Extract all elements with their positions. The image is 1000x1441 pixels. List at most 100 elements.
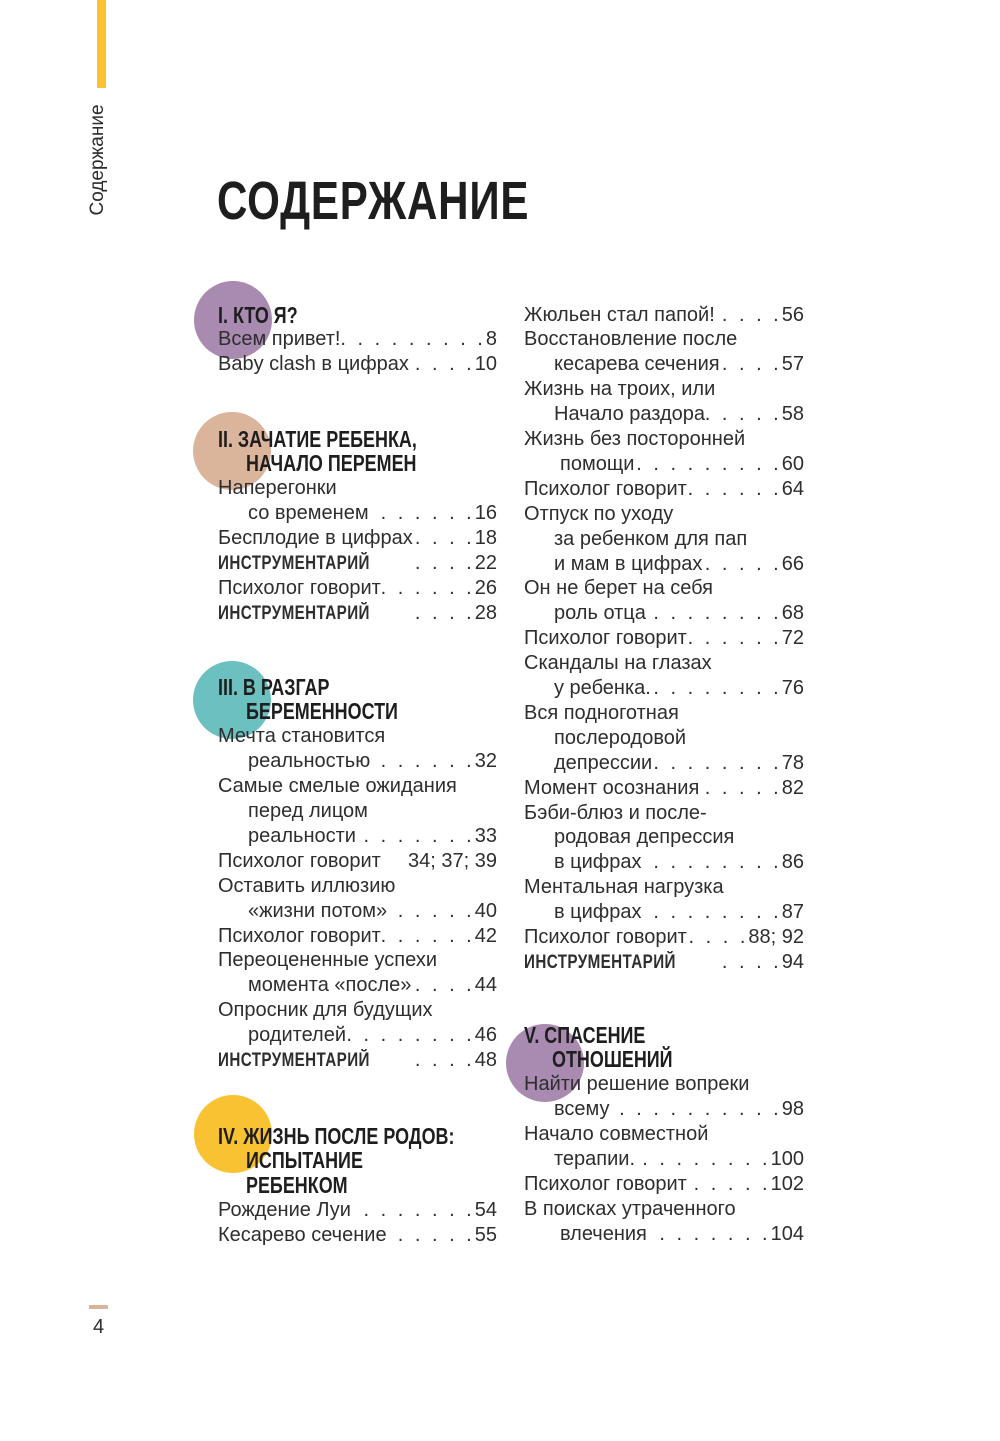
section-heading: БЕРЕМЕННОСТИ	[246, 698, 398, 725]
toc-entry: в цифрах . . . . . . . . . . . . . . . .…	[554, 900, 804, 925]
toc-entry: помощи . . . . . . . . . . . . . . . . .…	[560, 452, 804, 477]
dot-leader: . . . . . . . . . . . . . . . . . . . . …	[646, 602, 782, 625]
toc-entry-line: Оставить иллюзию	[218, 874, 497, 899]
toc-entry: реальностью . . . . . . . . . . . . . . …	[248, 749, 497, 774]
dot-leader: . . . . . . . . . . . . . . . . . . . . …	[370, 750, 475, 773]
dot-leader: . . . . . . . . . . . . . . . . . . . . …	[408, 552, 475, 574]
toc-entry: реальности . . . . . . . . . . . . . . .…	[248, 824, 497, 849]
entry-page-number: 18	[474, 527, 497, 550]
toc-entry: Бесплодие в цифрах . . . . . . . . . . .…	[218, 526, 497, 551]
dot-leader: . . . . . . . . . . . . . . . . . . . . …	[687, 477, 782, 500]
toc-entry: со временем . . . . . . . . . . . . . . …	[248, 501, 497, 526]
toc-entry-line: за ребенком для пап	[554, 527, 804, 552]
entry-title: депрессии	[554, 751, 653, 774]
dot-leader: . . . . . . . . . . . . . . . . . . . . …	[715, 303, 782, 326]
side-running-header: Содержание	[87, 104, 108, 216]
toc-entry-line: Он не берет на себя	[524, 576, 804, 601]
entry-page-number: 60	[781, 452, 804, 475]
section-heading: РЕБЕНКОМ	[246, 1172, 348, 1199]
section-heading: IV. ЖИЗНЬ ПОСЛЕ РОДОВ:	[218, 1122, 455, 1149]
section-marker-circle	[194, 281, 272, 359]
toc-entry-line: Начало совместной	[524, 1122, 804, 1147]
entry-title: Ментальная нагрузка	[524, 876, 724, 899]
dot-leader: . . . . . . . . . . . . . . . . . . . . …	[380, 924, 475, 947]
entry-title: Психолог говорит	[218, 576, 381, 599]
toc-entry: Психолог говорит . . . . . . . . . . . .…	[524, 1172, 804, 1197]
entry-title: момента «после»	[248, 974, 412, 997]
entry-title: терапии.	[554, 1148, 636, 1170]
entry-title-text: ИНСТРУМЕНТАРИЙ	[218, 553, 370, 574]
entry-title: «жизни потом»	[248, 899, 388, 922]
entry-page-number: 40	[474, 899, 497, 922]
entry-title: и мам в цифрах	[554, 552, 703, 575]
section-heading: V. СПАСЕНИЕ	[524, 1021, 646, 1048]
entry-page-number: 72	[781, 627, 804, 650]
entry-page-number: 64	[781, 477, 804, 500]
dot-leader: . . . . . . . . . . . . . . . . . . . . …	[409, 353, 475, 376]
toc-entry: Психолог говорит . . . . . . . . . . . .…	[524, 477, 804, 502]
entry-title: ИНСТРУМЕНТАРИЙ	[218, 1048, 408, 1073]
entry-title: влечения	[560, 1222, 647, 1245]
entry-page-number: 88; 92	[748, 926, 804, 948]
dot-leader: . . . . . . . . . . . . . . . . . . . . …	[687, 1172, 771, 1195]
entry-page-number: 28	[474, 601, 497, 624]
entry-page-number: 102	[770, 1172, 804, 1195]
entry-title: Восстановление после	[524, 328, 738, 351]
entry-page-number: 16	[474, 502, 497, 525]
entry-title: Baby clash в цифрах	[218, 353, 409, 376]
entry-title: Найти решение вопреки	[524, 1073, 750, 1096]
toc-entry-line: Наперегонки	[218, 476, 497, 501]
section-heading: ИСПЫТАНИЕ	[246, 1147, 363, 1174]
page-number-bar	[89, 1305, 108, 1309]
entry-title: Мечта становится	[218, 725, 386, 748]
entry-title: Переоцененные успехи	[218, 949, 437, 972]
section-marker-circle	[194, 1095, 272, 1173]
entry-title: Оставить иллюзию	[218, 874, 396, 897]
toc-entry: ИНСТРУМЕНТАРИЙ . . . . . . . . . . . . .…	[218, 1048, 497, 1073]
entry-page-number: 58	[781, 403, 804, 426]
entry-page-number: 104	[770, 1222, 804, 1245]
entry-title: Психолог говорит	[524, 926, 687, 948]
toc-entry-line: Жизнь на троих, или	[524, 377, 804, 402]
toc-entry: Психолог говорит . . . . . . . . . . . .…	[218, 576, 497, 601]
entry-title: в цифрах	[554, 851, 642, 874]
entry-page-number: 54	[474, 1199, 497, 1222]
entry-page-number: 32	[474, 750, 497, 773]
toc-entry-line: Вся подноготная	[524, 701, 804, 726]
entry-page-number: 68	[781, 602, 804, 625]
entry-page-number: 76	[781, 677, 804, 699]
dot-leader: . . . . . . . . . . . . . . . . . . . . …	[369, 502, 475, 525]
entry-page-number: 8	[485, 328, 497, 351]
entry-title: со временем	[248, 502, 369, 525]
entry-title: Всем привет!	[218, 328, 341, 351]
entry-title: послеродовой	[554, 726, 687, 749]
toc-entry: роль отца . . . . . . . . . . . . . . . …	[554, 601, 804, 626]
entry-title: Бесплодие в цифрах	[218, 527, 413, 550]
toc-entry: Baby clash в цифрах . . . . . . . . . . …	[218, 352, 497, 377]
toc-entry: Психолог говорит 34; 37; 39	[218, 849, 497, 874]
toc-entry: кесарева сечения . . . . . . . . . . . .…	[554, 352, 804, 377]
toc-entry: Начало раздора . . . . . . . . . . . . .…	[554, 402, 804, 427]
section-heading: ОТНОШЕНИЙ	[552, 1046, 673, 1073]
entry-title: Он не берет на себя	[524, 577, 714, 600]
dot-leader: . . . . . . . . . . . . . . . . . . . . …	[642, 851, 782, 874]
entry-title: Отпуск по уходу	[524, 502, 674, 525]
toc-entry: ИНСТРУМЕНТАРИЙ . . . . . . . . . . . . .…	[218, 601, 497, 626]
section-marker-circle	[506, 1024, 584, 1102]
toc-entry: Всем привет! . . . . . . . . . . . . . .…	[218, 327, 497, 352]
entry-title: В поисках утраченного	[524, 1197, 736, 1220]
section-marker-circle	[193, 412, 271, 490]
entry-title: родителей	[248, 1024, 347, 1047]
entry-title-text: ИНСТРУМЕНТАРИЙ	[218, 602, 370, 624]
toc-entry-line: Скандалы на глазах	[524, 651, 804, 676]
toc-entry: Жюльен стал папой! . . . . . . . . . . .…	[524, 303, 804, 328]
dot-leader: . . . . . . . . . . . . . . . . . . . . …	[652, 751, 782, 774]
dot-leader: . . . . . . . . . . . . . . . . . . . . …	[720, 353, 782, 376]
dot-leader: . . . . . . . . . . . . . . . . . . . . …	[408, 1049, 475, 1071]
entry-title: у ребенка.	[554, 677, 651, 699]
entry-title: за ребенком для пап	[554, 527, 748, 550]
dot-leader: . . . . . . . . . . . . . . . . . . . . …	[340, 328, 486, 351]
entry-title: помощи	[560, 452, 635, 475]
entry-page-number: 57	[781, 353, 804, 376]
entry-page-number: 87	[781, 901, 804, 924]
